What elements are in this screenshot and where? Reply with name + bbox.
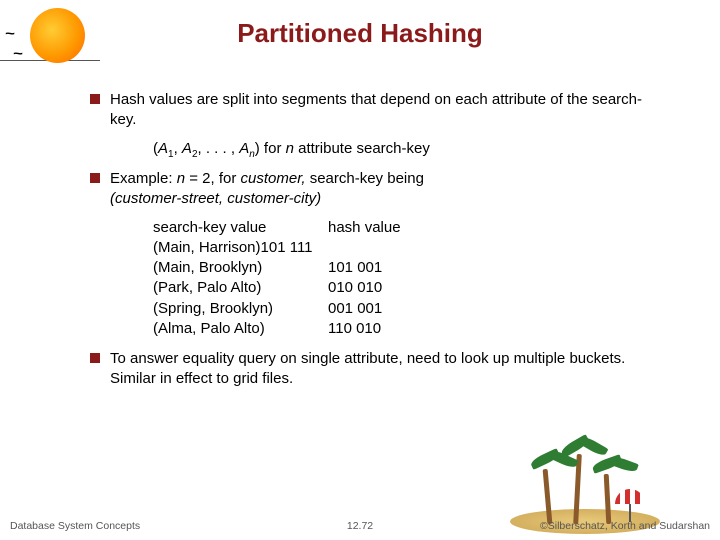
cell-key: (Spring, Brooklyn) bbox=[153, 299, 328, 319]
table-row: (Park, Palo Alto) 010 010 bbox=[153, 278, 650, 298]
bullet-text: Example: n = 2, for customer, search-key… bbox=[110, 169, 650, 210]
cell-key: (Main, Brooklyn) bbox=[153, 258, 328, 278]
cell-key: (Main, Harrison)101 111 bbox=[153, 238, 313, 258]
col-header-hash: hash value bbox=[328, 218, 401, 238]
footer-copyright: ©Silberschatz, Korth and Sudarshan bbox=[540, 520, 710, 532]
palm-leaf-icon bbox=[607, 454, 639, 474]
umbrella-icon bbox=[615, 489, 645, 522]
bullet-square-icon bbox=[90, 173, 100, 183]
cell-key: (Park, Palo Alto) bbox=[153, 278, 328, 298]
bird-icon: ~ bbox=[5, 25, 15, 41]
bullet-square-icon bbox=[90, 94, 100, 104]
slide-title: Partitioned Hashing bbox=[0, 18, 720, 49]
cell-key: (Alma, Palo Alto) bbox=[153, 319, 328, 339]
hash-table: search-key value hash value (Main, Harri… bbox=[153, 218, 650, 340]
bullet-square-icon bbox=[90, 353, 100, 363]
cell-hash: 001 001 bbox=[328, 299, 382, 319]
sun-decoration bbox=[30, 8, 85, 63]
bullet-text: Hash values are split into segments that… bbox=[110, 90, 650, 131]
bird-icon: ~ bbox=[13, 45, 23, 61]
col-header-key: search-key value bbox=[153, 218, 328, 238]
bullet-text: To answer equality query on single attri… bbox=[110, 349, 650, 390]
table-header: search-key value hash value bbox=[153, 218, 650, 238]
table-row: (Main, Brooklyn) 101 001 bbox=[153, 258, 650, 278]
slide-content: Hash values are split into segments that… bbox=[90, 90, 650, 398]
cell-hash: 110 010 bbox=[328, 319, 381, 339]
cell-hash: 101 001 bbox=[328, 258, 382, 278]
bullet-item: To answer equality query on single attri… bbox=[90, 349, 650, 390]
table-row: (Main, Harrison)101 111 bbox=[153, 238, 650, 258]
formula-line: (A1, A2, . . . , An) for n attribute sea… bbox=[153, 139, 650, 162]
palm-leaf-icon bbox=[578, 434, 609, 458]
bullet-item: Hash values are split into segments that… bbox=[90, 90, 650, 131]
bullet-item: Example: n = 2, for customer, search-key… bbox=[90, 169, 650, 210]
table-row: (Spring, Brooklyn) 001 001 bbox=[153, 299, 650, 319]
table-row: (Alma, Palo Alto) 110 010 bbox=[153, 319, 650, 339]
cell-hash: 010 010 bbox=[328, 278, 382, 298]
